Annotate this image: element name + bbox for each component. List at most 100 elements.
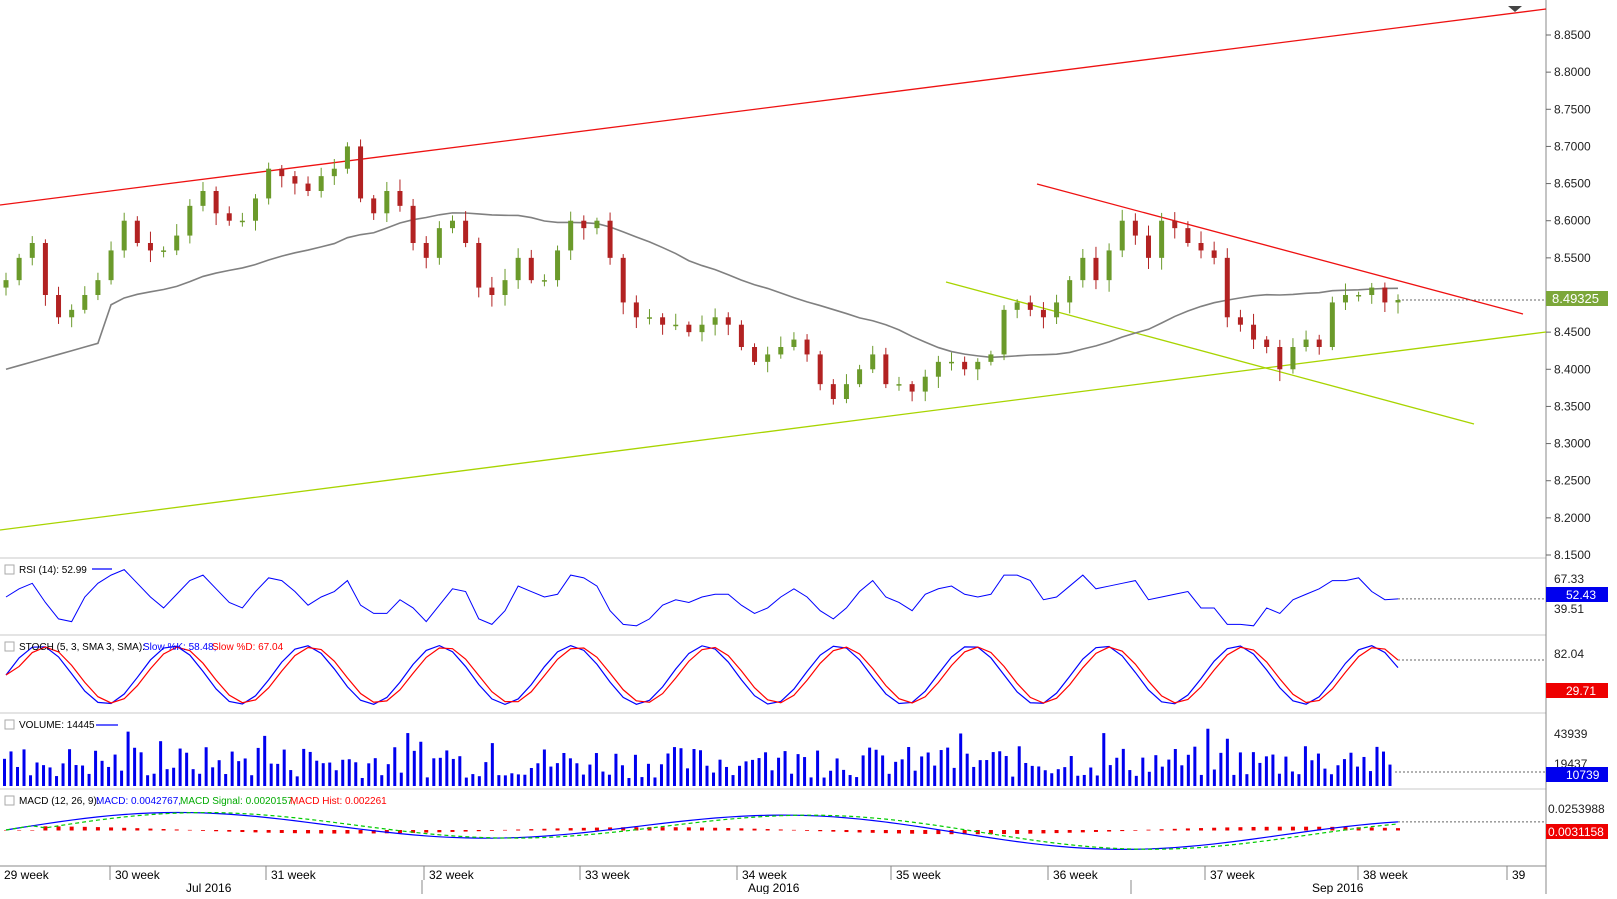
volume-bar [55,776,59,786]
candle-body [502,280,508,295]
macd-hist-bar [266,830,271,833]
price-tick-label: 8.2000 [1554,511,1591,525]
macd-hist-bar [1054,830,1059,834]
chevron-down-icon[interactable] [1508,6,1522,12]
macd-hist-bar [345,830,350,834]
candle-body [949,361,955,364]
moving-average-line [5,212,1399,371]
volume-bar [1388,764,1392,786]
macd-hist-bar [621,827,626,831]
volume-bar [243,758,247,786]
macd-hist-bar [516,829,521,831]
macd-hist-bar [765,829,770,831]
volume-bar [1336,765,1340,786]
candle-body [305,183,311,191]
candle-body [1027,302,1033,310]
macd-hist-bar [69,826,74,831]
candle-body [331,168,337,177]
macd-hist-bar [476,830,481,832]
candle-body [436,228,442,258]
macd-hist-bar [135,828,140,831]
price-tick-label: 8.4000 [1554,362,1591,376]
volume-bar [679,748,683,786]
volume-bar [659,764,663,786]
descending-support-line [945,281,1475,425]
volume-bar [939,750,943,786]
volume-bar [204,747,208,786]
volume-bar [855,777,859,786]
volume-bar [1102,733,1106,786]
volume-bar [933,765,937,786]
macd-hist-bar [1002,830,1007,835]
macd-close-icon[interactable] [4,795,15,806]
week-label: 30 week [115,868,161,882]
candle-body [1369,287,1375,295]
stoch-tick-high: 82.04 [1554,647,1584,661]
rsi-value-marker [1546,587,1608,602]
candle-body [1132,220,1138,236]
volume-bar [1128,770,1132,786]
macd-hist-bar [568,828,573,831]
candle-body [42,243,48,295]
volume-bar [1050,773,1054,786]
candle-body [1093,257,1099,281]
macd-hist-bar [332,830,337,834]
macd-hist-bar [1290,826,1295,831]
volume-bar [360,777,364,786]
stoch-close-icon[interactable] [4,641,15,652]
volume-bar [341,759,345,786]
volume-bar [100,760,104,786]
volume-bar [861,755,865,786]
rsi-close-icon[interactable] [4,564,15,575]
volume-value-marker [1546,767,1608,782]
macd-hist-bar [1146,829,1151,831]
volume-bar [874,749,878,786]
candle-body [515,257,521,281]
volume-bar [347,759,351,786]
volume-bar [126,731,130,786]
candle-body [1224,257,1230,318]
volume-bar [894,761,898,786]
volume-bar [276,763,280,786]
volume-bar [581,774,585,786]
volume-close-icon[interactable] [4,719,15,730]
candle-body [476,243,482,288]
week-label: 38 week [1363,868,1409,882]
candle-body [187,205,193,236]
macd-label-prefix: MACD (12, 26, 9): [19,796,100,807]
volume-bar [529,768,533,786]
macd-hist-bar [739,828,744,831]
volume-bar [1056,769,1060,786]
volume-bar [744,761,748,786]
volume-bar [777,757,781,786]
volume-bar [1284,756,1288,786]
candle-body [134,220,140,243]
volume-bar [373,758,377,786]
volume-bar [627,777,631,786]
candle-body [752,347,758,362]
volume-bar [1076,775,1080,786]
volume-bar [692,749,696,786]
macd-hist-bar [542,828,547,831]
macd-hist-bar [437,830,442,833]
volume-bar [1167,759,1171,786]
volume-bar [1329,774,1333,786]
volume-bar [1232,774,1236,786]
volume-bar [445,750,449,786]
candle-body [1198,243,1204,251]
candle-body [765,354,771,362]
volume-bar [978,760,982,786]
price-tick-label: 8.8500 [1554,28,1591,42]
volume-bar [61,763,65,786]
macd-hist-bar [726,828,731,831]
rsi-label: RSI (14): 52.99 [19,565,87,576]
candle-body [200,191,206,206]
macd-hist-bar [752,828,757,831]
volume-bar [816,750,820,786]
candle-body [568,220,574,251]
candle-body [108,250,114,281]
volume-bar [1011,776,1015,786]
candle-body [922,376,928,392]
rsi-panel-header: RSI (14): 52.99 [4,564,112,576]
